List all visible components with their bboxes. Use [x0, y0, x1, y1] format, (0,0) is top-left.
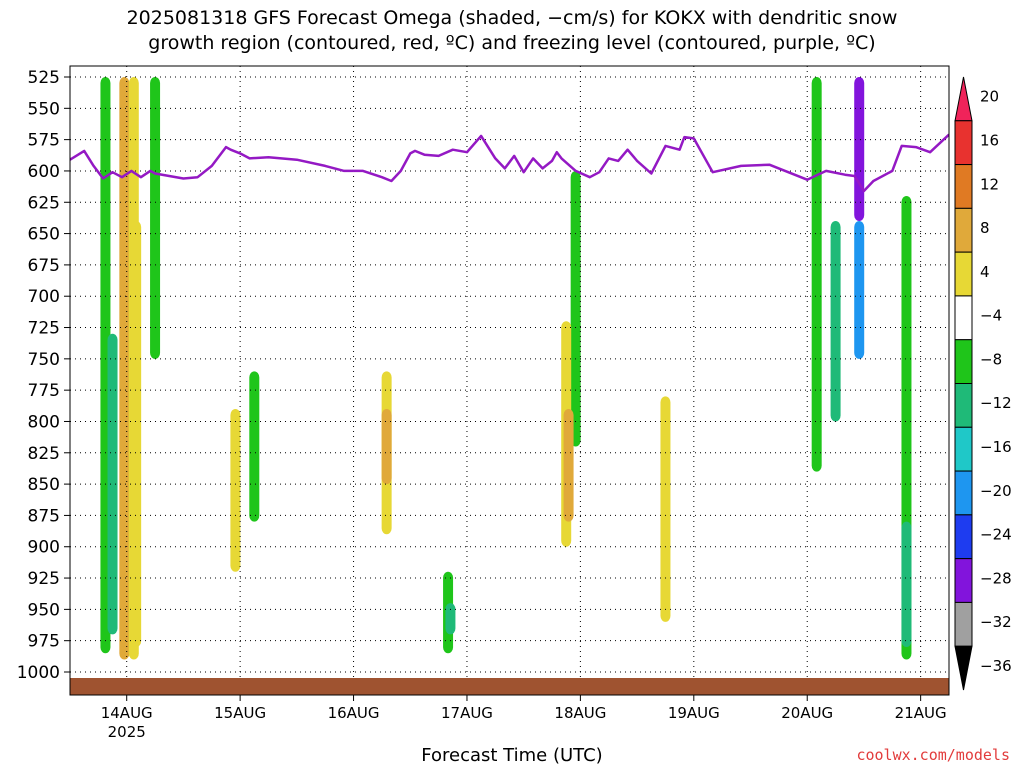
x-tick-label-20AUG: 20AUG	[781, 704, 833, 722]
title-line-2: growth region (contoured, red, ºC) and f…	[148, 32, 876, 54]
credit-text: coolwx.com/models	[856, 746, 1010, 764]
title-line-1: 2025081318 GFS Forecast Omega (shaded, −…	[126, 7, 898, 29]
colorbar-label-8: −16	[980, 438, 1012, 456]
y-tick-label-825: 825	[28, 444, 60, 464]
y-axis: 525 550 575 600 625 650 675 700 725 750 775 800 825 8…	[17, 68, 70, 683]
omega-region-7	[249, 371, 260, 522]
x-tick-label-19AUG: 19AUG	[668, 704, 720, 722]
colorbar-label-7: −12	[980, 394, 1012, 412]
y-tick-label-800: 800	[28, 412, 60, 432]
colorbar-swatch-7	[954, 383, 973, 428]
omega-region-11	[445, 603, 456, 635]
freezing-level-contour	[70, 133, 949, 193]
colorbar-label-4: 4	[980, 263, 990, 281]
omega-shading	[100, 77, 912, 660]
freezing-level-line	[70, 133, 949, 193]
x-tick-label-16AUG: 16AUG	[328, 704, 380, 722]
omega-region-16	[811, 77, 822, 472]
y-tick-label-775: 775	[28, 381, 60, 401]
x-tick-label-14AUG: 14AUG	[101, 704, 153, 722]
colorbar-swatch-5	[954, 295, 973, 341]
colorbar-swatch-top	[954, 76, 973, 122]
x-tick-label-21AUG: 21AUG	[895, 704, 947, 722]
y-tick-label-550: 550	[28, 99, 60, 119]
omega-region-2	[119, 77, 130, 660]
colorbar-swatch-1	[954, 120, 973, 166]
omega-region-21	[901, 521, 912, 647]
omega-region-12	[570, 170, 581, 447]
y-tick-label-650: 650	[28, 225, 60, 245]
colorbar-label-6: −8	[980, 350, 1002, 368]
colorbar-label-13: −36	[980, 657, 1012, 675]
colorbar-swatch-6	[954, 339, 973, 385]
omega-region-18	[854, 77, 865, 222]
colorbar: 20 16 12 8 4 −4 −8 −12 −16 −20 −24 −28 −32 −36	[954, 76, 1012, 691]
y-tick-label-975: 975	[28, 632, 60, 652]
omega-region-9	[381, 408, 392, 485]
x-tick-label-17AUG: 17AUG	[441, 704, 493, 722]
y-tick-label-750: 750	[28, 350, 60, 370]
colorbar-swatch-11	[954, 558, 973, 603]
colorbar-label-0: 20	[980, 88, 999, 106]
omega-region-1	[107, 333, 118, 635]
colorbar-label-1: 16	[980, 131, 999, 149]
colorbar-swatch-10	[954, 514, 973, 560]
omega-region-4	[131, 221, 142, 647]
y-tick-label-575: 575	[28, 131, 60, 151]
y-tick-label-525: 525	[28, 68, 60, 88]
y-tick-label-850: 850	[28, 475, 60, 495]
y-tick-label-700: 700	[28, 287, 60, 307]
colorbar-swatch-4	[954, 251, 973, 297]
colorbar-label-11: −28	[980, 569, 1012, 587]
colorbar-swatch-9	[954, 470, 973, 516]
colorbar-swatch-2	[954, 164, 973, 209]
x-axis-label: Forecast Time (UTC)	[421, 745, 603, 766]
colorbar-label-10: −24	[980, 526, 1012, 544]
y-tick-label-900: 900	[28, 538, 60, 558]
y-tick-label-675: 675	[28, 256, 60, 276]
y-tick-label-875: 875	[28, 506, 60, 526]
omega-region-6	[230, 408, 241, 572]
x-tick-label-15AUG: 15AUG	[214, 704, 266, 722]
y-tick-label-925: 925	[28, 569, 60, 589]
omega-region-5	[150, 77, 161, 359]
plot-frame	[69, 65, 950, 696]
colorbar-swatch-bottom	[954, 645, 973, 691]
colorbar-label-5: −4	[980, 307, 1002, 325]
colorbar-swatch-3	[954, 207, 973, 253]
x-tick-label-18AUG: 18AUG	[554, 704, 606, 722]
colorbar-label-2: 12	[980, 175, 999, 193]
colorbar-swatch-8	[954, 426, 973, 472]
y-tick-label-600: 600	[28, 162, 60, 182]
omega-region-19	[854, 221, 865, 359]
colorbar-swatch-12	[954, 601, 973, 647]
colorbar-label-9: −20	[980, 482, 1012, 500]
chart-title: 2025081318 GFS Forecast Omega (shaded, −…	[0, 6, 1024, 56]
omega-region-17	[830, 221, 841, 422]
terrain-fill	[70, 678, 949, 695]
omega-region-15	[660, 396, 671, 622]
x-tick-sub-14AUG: 2025	[108, 723, 146, 741]
y-tick-label-1000: 1000	[17, 663, 60, 683]
y-tick-label-950: 950	[28, 600, 60, 620]
colorbar-label-12: −32	[980, 613, 1012, 631]
y-tick-label-725: 725	[28, 319, 60, 339]
colorbar-label-3: 8	[980, 219, 990, 237]
omega-region-14	[563, 408, 574, 522]
terrain-band	[70, 678, 949, 695]
y-tick-label-625: 625	[28, 193, 60, 213]
